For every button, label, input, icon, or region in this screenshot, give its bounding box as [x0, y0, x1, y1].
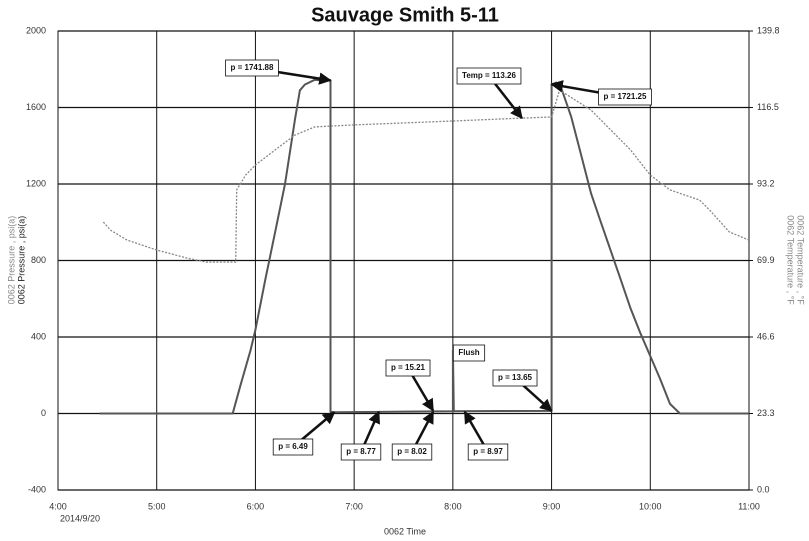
x-date-label: 2014/9/20	[60, 513, 100, 523]
y-axis-label: 0062 Pressure , psi(a)	[16, 216, 26, 305]
annotation-text: p = 13.65	[498, 373, 533, 382]
annotation-box	[598, 88, 652, 106]
x-tick-label: 5:00	[148, 501, 166, 511]
y-tick-label: -400	[28, 484, 46, 494]
x-tick-label: 11:00	[738, 501, 760, 511]
annotation-text: Flush	[458, 348, 479, 357]
annotation: Temp = 113.26	[456, 67, 522, 85]
y-tick-label: 0	[41, 408, 46, 418]
annotation: Flush	[452, 344, 486, 362]
annotation-box	[456, 67, 522, 85]
x-tick-label: 8:00	[444, 501, 462, 511]
annotation: p = 15.21	[385, 359, 431, 377]
y-tick-label: 400	[31, 331, 46, 341]
y-axis-label: 0062 Pressure , psi(a)	[6, 216, 16, 305]
annotation-text: p = 6.49	[278, 442, 308, 451]
y2-tick-label: 139.8	[757, 25, 780, 35]
annotation-box	[225, 59, 279, 77]
annotation-box	[385, 359, 431, 377]
temperature-line	[102, 89, 750, 263]
pressure-line	[99, 78, 749, 415]
x-tick-label: 10:00	[639, 501, 662, 511]
y2-tick-label: 0.0	[757, 484, 770, 494]
y2-axis-label: 0062 Temperature , °F	[786, 215, 796, 305]
x-tick-label: 9:00	[543, 501, 561, 511]
annotation-text: Temp = 113.26	[462, 71, 516, 80]
annotation: p = 8.97	[467, 443, 509, 461]
y2-tick-label: 23.3	[757, 408, 775, 418]
y2-tick-label: 69.9	[757, 255, 775, 265]
annotation: p = 13.65	[492, 369, 538, 387]
annotation-text: p = 1741.88	[231, 63, 274, 72]
annotation-text: p = 15.21	[391, 363, 426, 372]
y2-tick-label: 93.2	[757, 178, 775, 188]
y-tick-label: 2000	[26, 25, 46, 35]
y2-tick-label: 46.6	[757, 331, 775, 341]
annotation-box	[340, 443, 382, 461]
y-tick-label: 1600	[26, 102, 46, 112]
x-tick-label: 4:00	[49, 501, 67, 511]
y-tick-label: 1200	[26, 178, 46, 188]
annotation: p = 6.49	[272, 438, 314, 456]
annotation-text: p = 8.77	[346, 447, 376, 456]
annotation-box	[492, 369, 538, 387]
chart-title: Sauvage Smith 5-11	[311, 4, 499, 26]
y2-tick-label: 116.5	[757, 102, 779, 112]
annotation: p = 1721.25	[598, 88, 652, 106]
annotation-box	[467, 443, 509, 461]
annotation: p = 1741.88	[225, 59, 279, 77]
y2-axis-label: 0062 Temperature , °F	[796, 215, 806, 305]
annotation-box	[391, 443, 433, 461]
annotation-box	[452, 344, 486, 362]
annotation-text: p = 1721.25	[604, 92, 647, 101]
y-tick-label: 800	[31, 255, 46, 265]
annotation-text: p = 8.97	[473, 447, 503, 456]
annotation-text: p = 8.02	[397, 447, 427, 456]
x-tick-label: 7:00	[345, 501, 363, 511]
x-tick-label: 6:00	[247, 501, 265, 511]
annotation: p = 8.77	[340, 443, 382, 461]
annotation: p = 8.02	[391, 443, 433, 461]
annotation-box	[272, 438, 314, 456]
x-axis-label: 0062 Time	[384, 526, 426, 536]
